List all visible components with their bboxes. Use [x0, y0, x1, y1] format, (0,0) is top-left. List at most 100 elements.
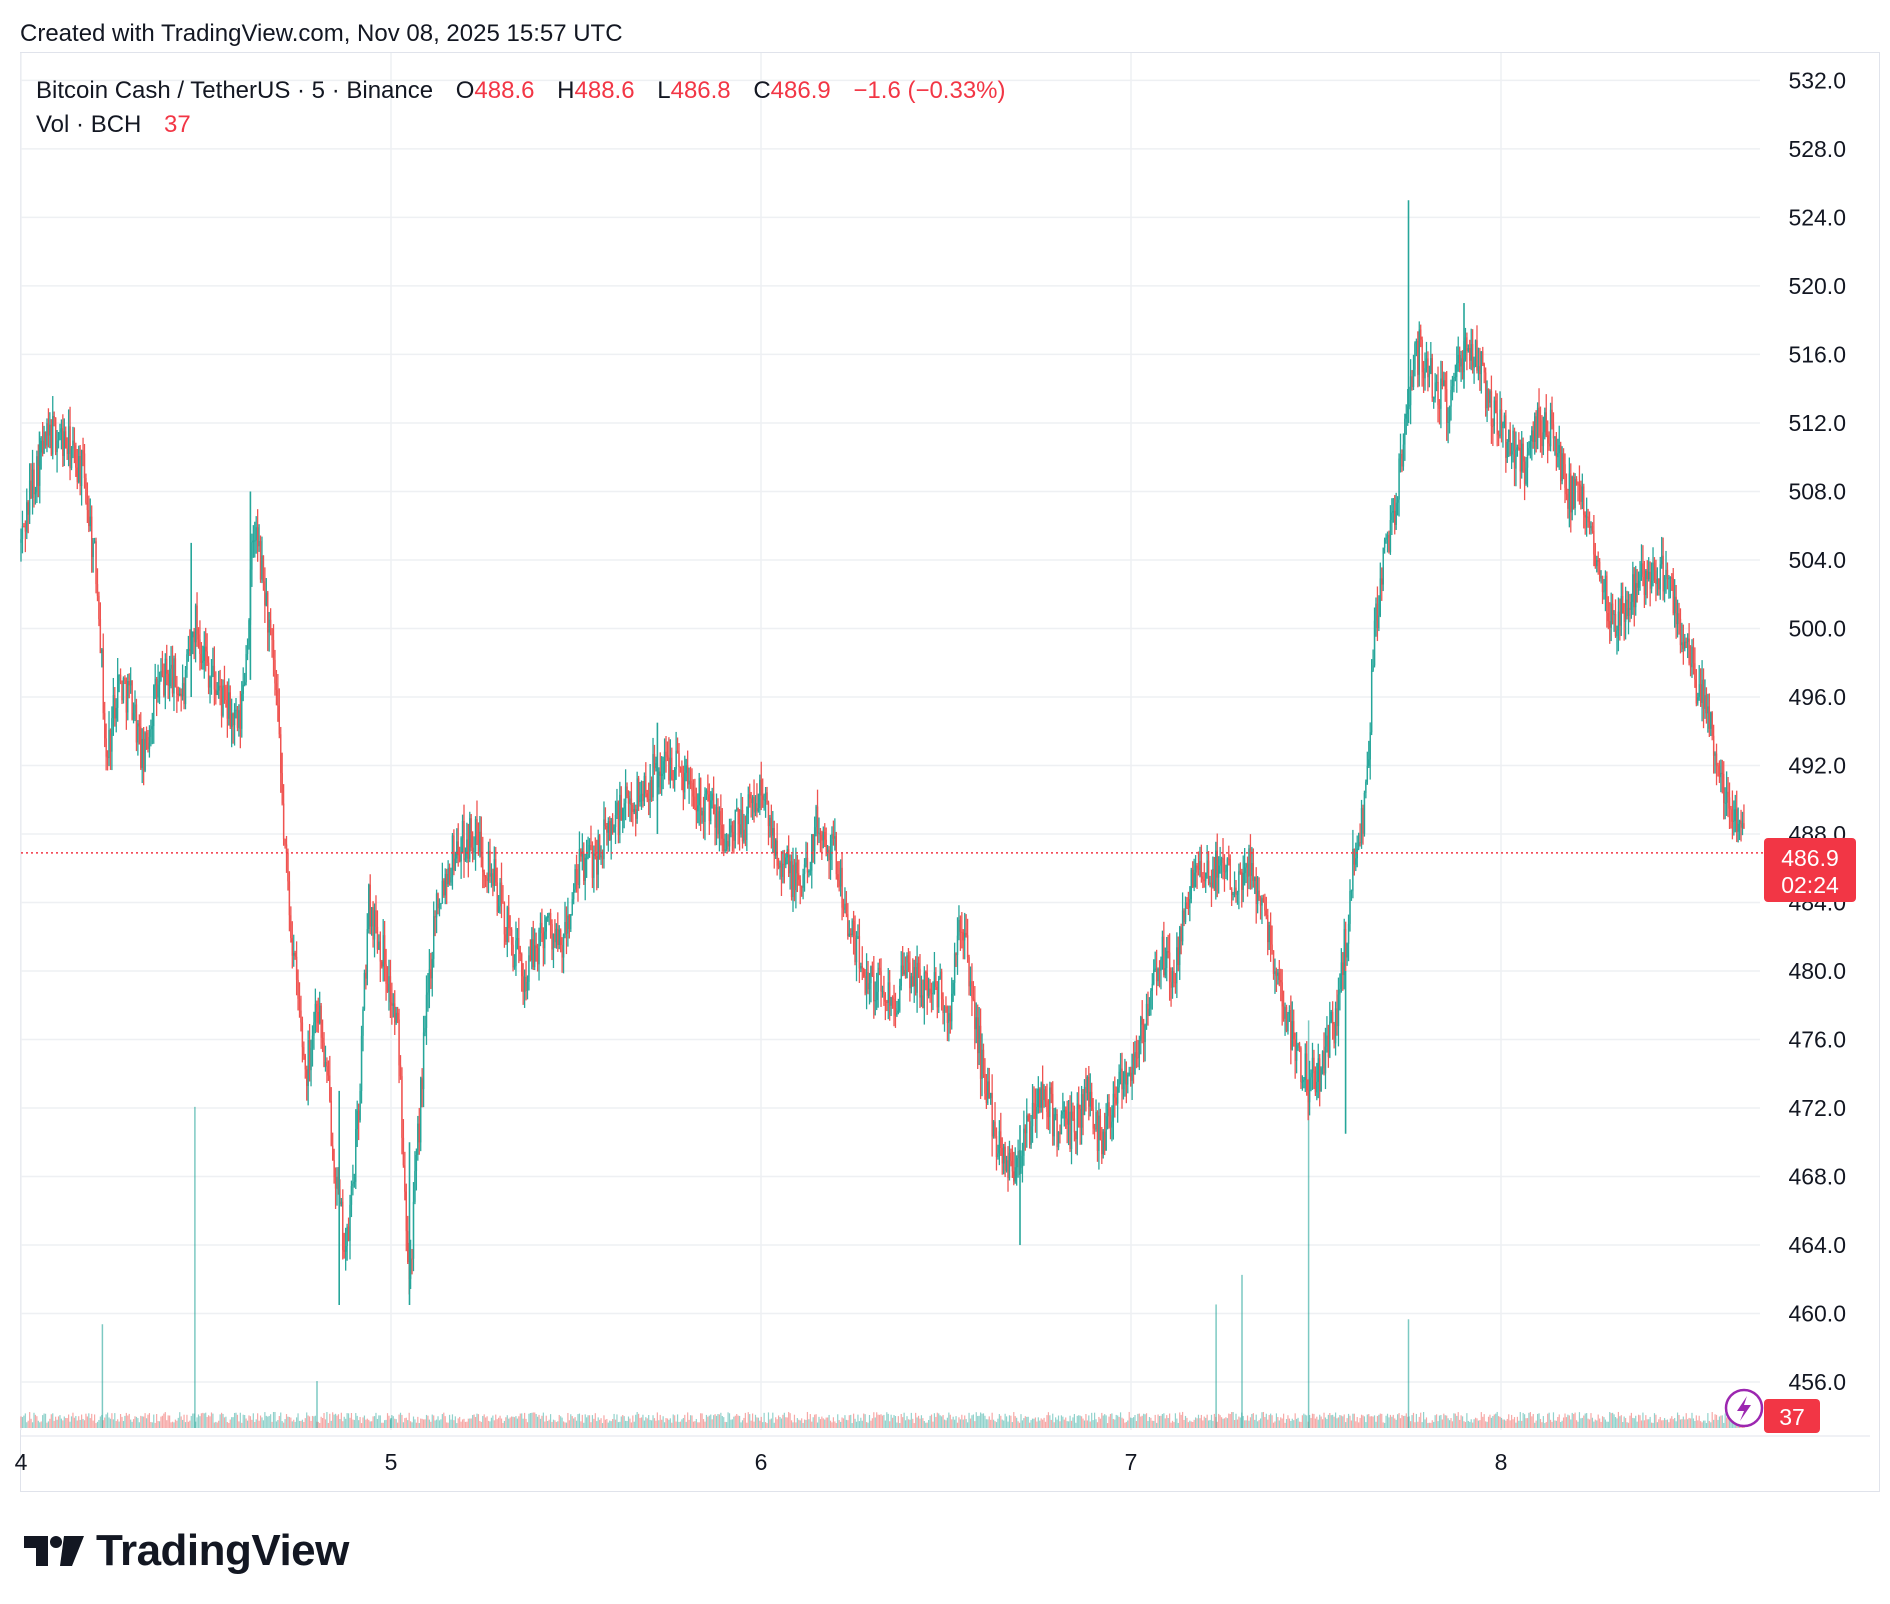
candle-body — [317, 1012, 319, 1024]
candle-body — [1000, 1131, 1002, 1148]
candle-body — [1409, 376, 1412, 406]
candle-body — [467, 839, 470, 859]
price-axis[interactable]: 532.0 528.0 524.0 520.0 516.0 512.0 508.0 504.0… — [1788, 67, 1846, 1395]
candle-body — [56, 441, 58, 453]
candle-body — [1096, 1111, 1099, 1151]
candle-body — [1575, 479, 1578, 483]
candle-body — [509, 928, 511, 930]
candle-body — [60, 428, 63, 433]
candle-body — [1304, 1053, 1306, 1080]
candle-body — [158, 680, 161, 685]
candle-body — [486, 878, 488, 882]
candle-body — [180, 693, 182, 697]
candle-body — [1391, 512, 1393, 521]
tradingview-logo[interactable]: TradingView — [24, 1526, 349, 1576]
y-tick-label: 504.0 — [1788, 547, 1846, 573]
candle-body — [1694, 663, 1696, 680]
candle-body — [331, 1145, 334, 1161]
candle-body — [1536, 407, 1539, 449]
candle-body — [660, 773, 663, 776]
candle-body — [314, 1003, 317, 1023]
candle-body — [699, 778, 702, 816]
candle-body — [230, 713, 233, 727]
candle-body — [62, 428, 64, 457]
candle-body — [1013, 1171, 1015, 1182]
volume-bars — [20, 1020, 1745, 1428]
candle-body — [1355, 858, 1357, 865]
candle-body — [639, 795, 641, 803]
candle-body — [995, 1136, 998, 1158]
candle-body — [782, 863, 784, 877]
candle-body — [166, 658, 168, 674]
candle-body — [577, 883, 579, 885]
candle-body — [489, 850, 491, 877]
candle-body — [769, 817, 771, 827]
candle-body — [1567, 494, 1569, 509]
candle-body — [379, 941, 382, 962]
candle-body — [570, 914, 572, 930]
candle-body — [284, 839, 286, 845]
candle-body — [1127, 1074, 1129, 1085]
candle-body — [323, 1042, 325, 1067]
candle-body — [688, 780, 690, 785]
candle-body — [176, 687, 178, 694]
candle-body — [1307, 1090, 1309, 1103]
candle-body — [796, 862, 799, 874]
candle-body — [681, 767, 683, 778]
candle-body — [1513, 430, 1516, 469]
candle-body — [1600, 576, 1602, 579]
candle-body — [1497, 434, 1500, 437]
candle-body — [616, 802, 618, 815]
candle-body — [471, 847, 474, 853]
candle-body — [636, 778, 638, 819]
candle-body — [826, 849, 829, 854]
candle-body — [888, 982, 891, 1006]
close-value: 486.9 — [770, 77, 831, 104]
candle-body — [728, 833, 731, 847]
candle-body — [1088, 1076, 1090, 1107]
candle-body — [1544, 412, 1546, 433]
candle-body — [648, 799, 650, 801]
candle-body — [1160, 959, 1162, 971]
candle-body — [513, 966, 516, 968]
candle-body — [1572, 476, 1575, 509]
candle-body — [401, 1076, 403, 1138]
time-axis[interactable]: 4 5 6 7 8 — [15, 1435, 1870, 1475]
candle-body — [1075, 1132, 1077, 1140]
candle-body — [31, 469, 34, 499]
candle-body — [233, 709, 236, 726]
candle-body — [539, 922, 542, 930]
candle-body — [580, 849, 582, 857]
candle-body — [1216, 850, 1218, 878]
symbol-title[interactable]: Bitcoin Cash / TetherUS · 5 · Binance — [36, 77, 434, 104]
candle-body — [385, 964, 387, 984]
candle-body — [1085, 1087, 1087, 1094]
candle-body — [1671, 577, 1673, 579]
candle-body — [1310, 1073, 1312, 1078]
candle-body — [760, 779, 762, 796]
candle-body — [1125, 1070, 1128, 1085]
candle-body — [935, 972, 937, 987]
candle-body — [893, 998, 895, 1009]
candle-body — [1190, 869, 1192, 900]
flash-icon[interactable] — [1724, 1388, 1764, 1428]
candle-body — [542, 933, 545, 949]
candle-body — [672, 779, 674, 781]
candle-body — [1672, 578, 1674, 614]
candle-body — [1073, 1118, 1076, 1133]
candle-body — [457, 841, 459, 856]
candle-body — [506, 907, 508, 943]
candle-body — [966, 935, 969, 958]
candle-body — [1385, 537, 1387, 540]
candle-body — [1444, 380, 1446, 390]
candle-body — [975, 1017, 977, 1030]
candle-body — [835, 836, 837, 875]
candle-body — [261, 555, 263, 580]
candle-body — [370, 907, 373, 927]
candle-body — [880, 971, 882, 992]
candle-body — [808, 871, 810, 873]
candle-body — [1470, 344, 1472, 361]
candle-body — [80, 450, 83, 487]
volume-label[interactable]: Vol · BCH — [36, 111, 142, 138]
